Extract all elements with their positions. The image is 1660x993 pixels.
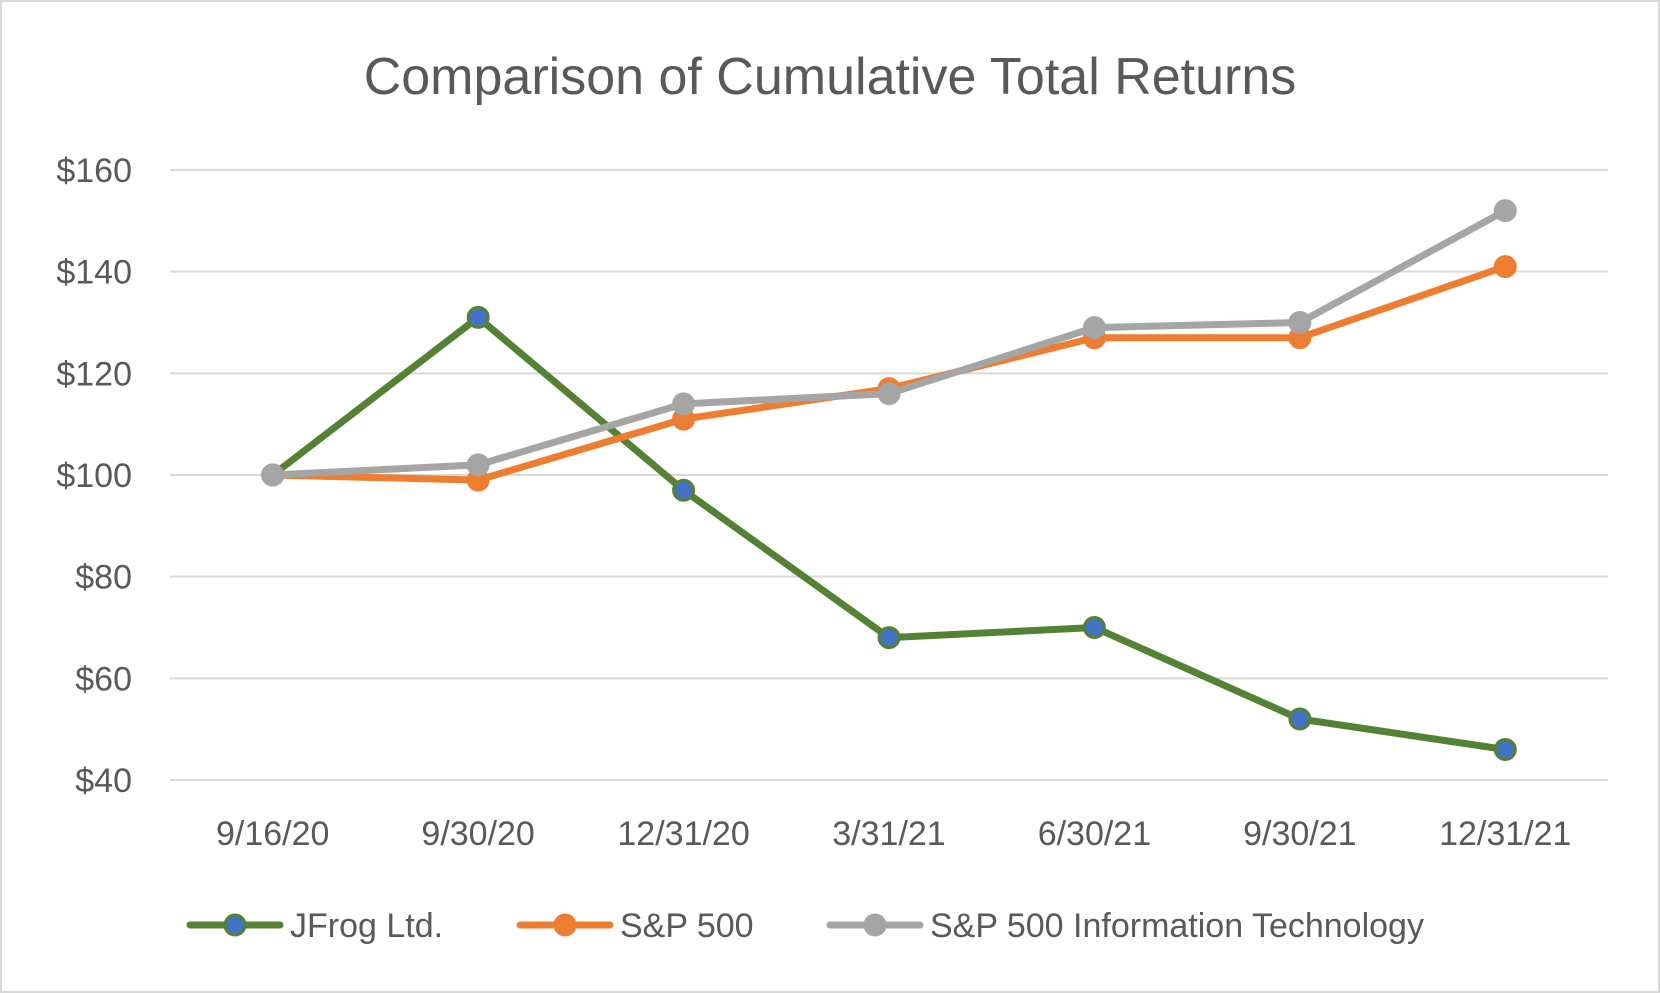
y-tick-label: $40 [75,762,132,800]
data-point [1082,316,1106,340]
data-point [1288,311,1312,334]
series-0 [261,305,1517,761]
series-2 [261,199,1517,487]
x-tick-label: 12/31/21 [1439,815,1571,853]
y-tick-label: $80 [75,559,132,597]
legend-label: S&P 500 [620,907,754,945]
legend-item: S&P 500 Information Technology [826,907,1424,945]
legend-label: JFrog Ltd. [290,907,443,945]
legend-swatch-marker [863,913,887,937]
data-point [1288,707,1312,731]
x-tick-label: 9/16/20 [216,815,329,853]
data-point [1493,199,1517,223]
x-axis-ticks: 9/16/20 9/30/20 12/31/20 3/31/21 6/30/21 9/30… [216,815,1571,853]
data-point [672,478,696,502]
x-tick-label: 3/31/21 [832,815,945,853]
legend-item: JFrog Ltd. [186,907,443,945]
series-group [261,199,1517,761]
data-point [877,626,901,650]
x-tick-label: 9/30/21 [1243,815,1356,853]
y-tick-label: $160 [56,152,132,190]
legend-swatch-marker [553,913,577,937]
data-point [466,305,490,329]
x-tick-label: 6/30/21 [1038,815,1151,853]
data-point [1082,616,1106,639]
y-tick-label: $120 [56,355,132,393]
x-tick-label: 9/30/20 [421,815,534,853]
y-tick-label: $140 [56,254,132,292]
legend-swatch-marker [223,913,247,937]
legend: JFrog Ltd. S&P 500 S&P 500 Information Tec… [186,907,1424,945]
data-point [877,382,901,406]
data-point [466,453,490,477]
y-tick-label: $60 [75,660,132,698]
y-axis-ticks: $40 $60 $80 $100 $120 $140 $160 [56,152,132,800]
data-point [672,392,696,416]
data-point [1493,738,1517,761]
x-tick-label: 12/31/20 [617,815,749,853]
series-line [269,207,1509,479]
data-point [1493,255,1517,279]
legend-label: S&P 500 Information Technology [930,907,1424,945]
y-tick-label: $100 [56,457,132,495]
legend-item: S&P 500 [516,907,754,945]
data-point [261,463,285,487]
chart-title: Comparison of Cumulative Total Returns [364,48,1297,106]
